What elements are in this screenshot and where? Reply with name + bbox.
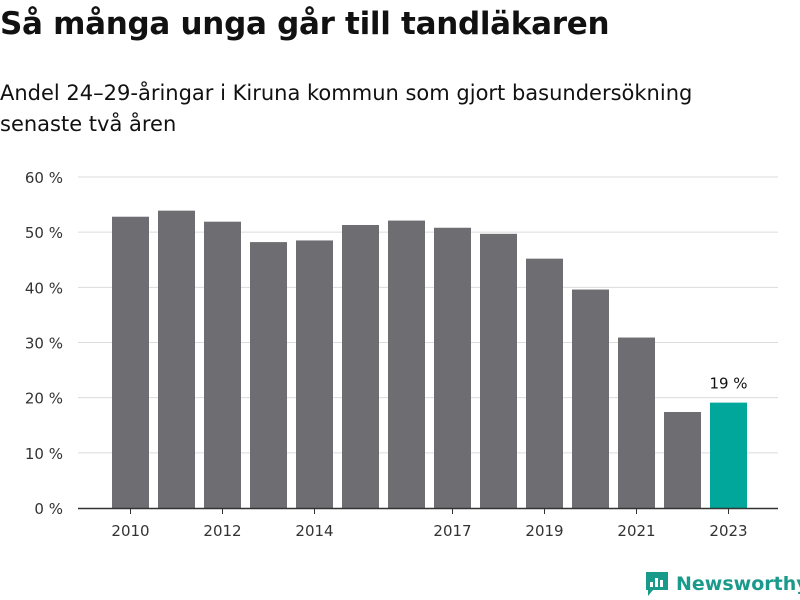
newsworthy-logo: Newsworthy <box>644 570 800 598</box>
y-tick-label: 30 % <box>25 335 63 353</box>
y-tick-label: 50 % <box>25 224 63 242</box>
y-tick-label: 10 % <box>25 445 63 463</box>
bar <box>204 221 241 508</box>
bar <box>296 240 333 509</box>
bar <box>618 337 655 508</box>
bar <box>112 216 149 508</box>
bar <box>388 220 425 508</box>
y-tick-label: 40 % <box>25 279 63 297</box>
bar <box>480 233 517 509</box>
bar <box>664 412 701 508</box>
x-tick-label: 2023 <box>709 522 747 540</box>
x-tick-label: 2017 <box>433 522 471 540</box>
y-tick-label: 0 % <box>34 500 63 518</box>
chart-title: Så många unga går till tandläkaren <box>0 6 610 42</box>
bar <box>572 289 609 508</box>
bar <box>158 210 195 508</box>
data-label: 19 % <box>709 375 747 393</box>
y-tick-label: 60 % <box>25 169 63 187</box>
y-tick-label: 20 % <box>25 390 63 408</box>
newsworthy-logo-icon <box>646 572 668 596</box>
newsworthy-logo-text: Newsworthy <box>676 573 800 595</box>
x-tick-label: 2014 <box>295 522 333 540</box>
bar <box>526 258 563 508</box>
x-tick-label: 2021 <box>617 522 655 540</box>
x-tick-label: 2012 <box>203 522 241 540</box>
x-tick-label: 2010 <box>111 522 149 540</box>
bar <box>710 402 747 508</box>
x-tick-label: 2019 <box>525 522 563 540</box>
bar <box>250 242 287 508</box>
bar <box>342 224 379 508</box>
chart-subtitle: Andel 24–29-åringar i Kiruna kommun som … <box>0 81 693 136</box>
bar <box>434 227 471 508</box>
